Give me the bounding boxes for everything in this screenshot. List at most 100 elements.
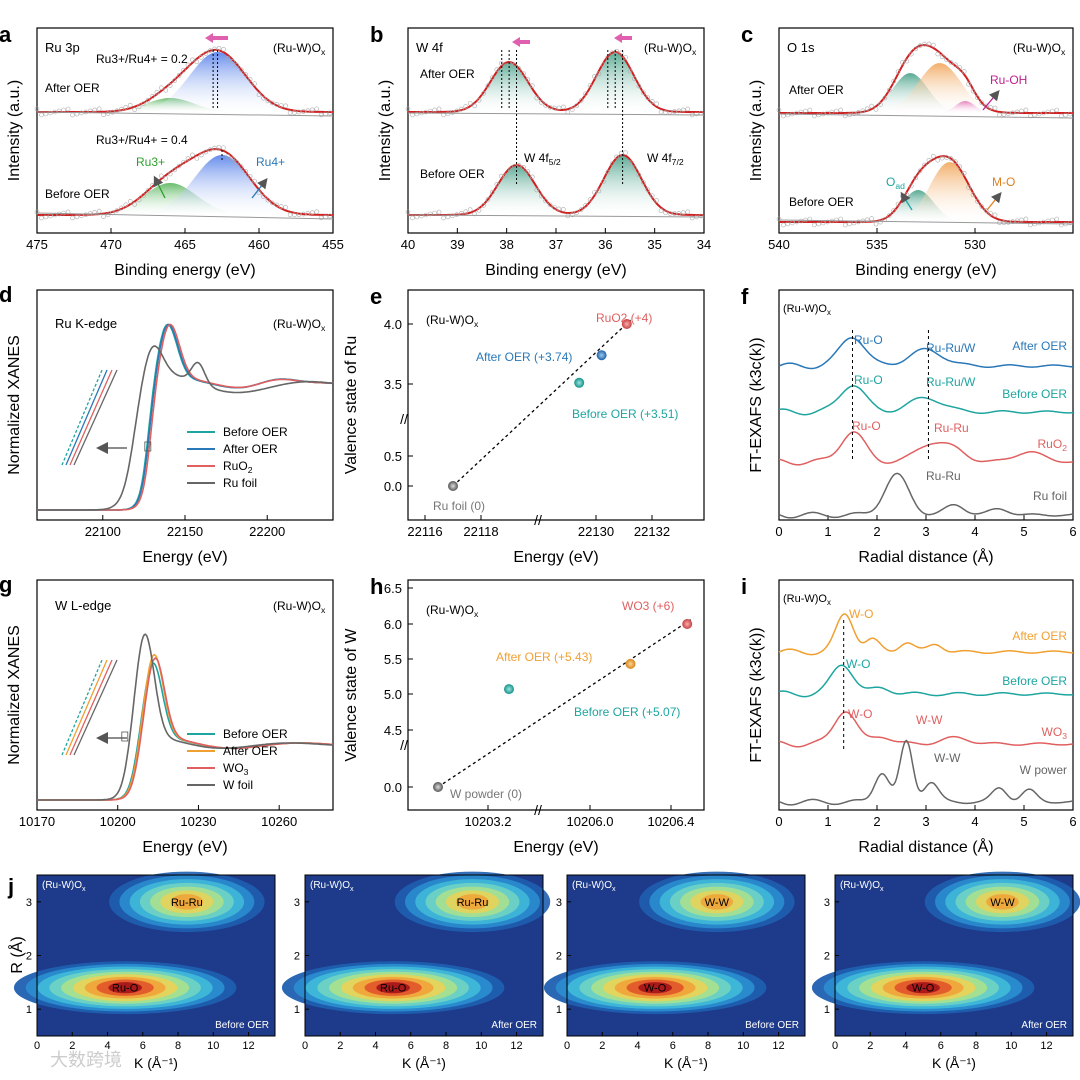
raw-data-point	[234, 160, 240, 165]
raw-data-point	[423, 109, 429, 115]
y-tick-label: 0.0	[384, 780, 402, 795]
heatmap-x-tick-label: 12	[510, 1040, 522, 1052]
exafs-x-tick-label: 6	[1069, 814, 1076, 829]
raw-data-point	[494, 67, 500, 73]
raw-data-point	[114, 208, 120, 213]
inset-edge-line	[65, 369, 108, 466]
raw-data-point	[649, 99, 655, 104]
label-subscript: x	[321, 47, 326, 57]
label-base: (Ru-W)O	[426, 603, 474, 617]
inset-box	[121, 731, 129, 742]
heatmap-x-tick-label: 2	[69, 1040, 75, 1052]
heatmap-x-tick-label: 8	[973, 1040, 979, 1052]
raw-data-point	[163, 87, 169, 93]
raw-data-point	[882, 95, 888, 101]
panel-letter: g	[0, 572, 12, 597]
raw-data-point	[314, 209, 320, 215]
raw-data-point	[481, 203, 486, 208]
raw-data-point	[776, 107, 782, 113]
y-axis-title: Valence state of W	[343, 628, 360, 762]
x-tick-label: 10206.0	[567, 814, 614, 829]
label-subscript: x	[827, 598, 831, 607]
xps-x-tick-label: 465	[174, 237, 196, 252]
raw-data-point	[834, 217, 839, 223]
raw-data-point	[1036, 111, 1042, 117]
raw-data-point	[685, 209, 691, 215]
x-axis-title: Energy (eV)	[142, 549, 227, 566]
exafs-series-3	[778, 472, 1074, 519]
raw-data-point	[141, 193, 146, 198]
raw-data-point	[891, 208, 896, 213]
heatmap-x-tick-label: 12	[772, 1040, 784, 1052]
xps-x-tick-label: 40	[401, 237, 415, 252]
plot-frame	[36, 579, 334, 811]
x-tick-label: 10203.2	[465, 814, 512, 829]
raw-data-point	[618, 150, 624, 156]
series-label: RuO2	[1038, 437, 1068, 453]
raw-data-point	[270, 200, 275, 206]
raw-data-point	[803, 108, 808, 114]
heatmap-x-tick-label: 2	[867, 1040, 873, 1052]
legend-label: WO3	[223, 761, 249, 777]
plot-frame	[407, 289, 705, 521]
exafs-x-tick-label: 5	[1020, 814, 1027, 829]
raw-data-point	[194, 156, 200, 161]
ru4-component-before	[37, 155, 333, 215]
fit-curve-before	[37, 148, 333, 216]
exafs-x-tick-label: 3	[922, 814, 929, 829]
raw-data-point	[939, 54, 945, 60]
raw-data-point	[221, 46, 226, 52]
raw-data-point	[110, 109, 115, 115]
label-base: (Ru-W)O	[310, 880, 350, 891]
raw-data-point	[869, 216, 874, 221]
x-tick-label: 22118	[463, 524, 498, 539]
raw-data-point	[318, 215, 324, 221]
y-axis-title: Intensity (a.u.)	[748, 80, 765, 181]
raw-data-point	[512, 62, 517, 68]
raw-data-point	[287, 110, 293, 116]
raw-data-point	[596, 188, 602, 194]
point-label: W powder (0)	[450, 787, 522, 801]
y-axis-title: FT-EXAFS (k3c(k))	[748, 337, 765, 472]
xanes-x-tick-label: 10200	[100, 814, 136, 829]
heatmap-x-title: K (Å⁻¹)	[402, 1055, 446, 1071]
raw-data-point	[419, 213, 424, 219]
raw-data-point	[181, 159, 186, 165]
raw-data-point	[1001, 112, 1007, 117]
heatmap-x-tick-label: 6	[408, 1040, 414, 1052]
raw-data-point	[886, 87, 892, 93]
peak-label: W-W	[916, 713, 943, 727]
data-point	[504, 684, 514, 695]
raw-data-point	[1041, 110, 1046, 116]
raw-data-point	[490, 75, 495, 80]
raw-data-point	[935, 157, 941, 163]
heatmap-upper-label: Ru-Ru	[171, 897, 203, 909]
arrow-ru4	[251, 177, 268, 199]
raw-data-point	[432, 107, 437, 113]
raw-data-point	[252, 178, 257, 184]
raw-data-point	[856, 219, 861, 225]
data-point	[621, 319, 632, 329]
raw-data-point	[1067, 111, 1073, 117]
raw-data-point	[534, 187, 540, 193]
label-subscript: x	[82, 884, 86, 893]
heatmap-x-title: K (Å⁻¹)	[664, 1055, 708, 1071]
raw-data-point	[680, 210, 686, 215]
raw-data-point	[507, 167, 513, 173]
raw-data-point	[694, 111, 699, 117]
raw-data-point	[935, 51, 941, 57]
raw-data-point	[83, 109, 89, 115]
raw-data-point	[525, 169, 531, 174]
y-tick-label: 0.0	[384, 479, 402, 494]
raw-data-point	[820, 111, 826, 117]
raw-data-point	[309, 107, 315, 113]
raw-data-point	[1014, 109, 1020, 115]
x-tick-label: 22116	[407, 524, 442, 539]
heatmap-x-tick-label: 4	[104, 1040, 110, 1052]
raw-data-point	[507, 61, 513, 67]
shift-arrow-head	[205, 33, 213, 43]
raw-data-point	[578, 207, 584, 212]
label-subscript: 7/2	[672, 157, 684, 167]
x-axis-title: Binding energy (eV)	[855, 262, 996, 279]
